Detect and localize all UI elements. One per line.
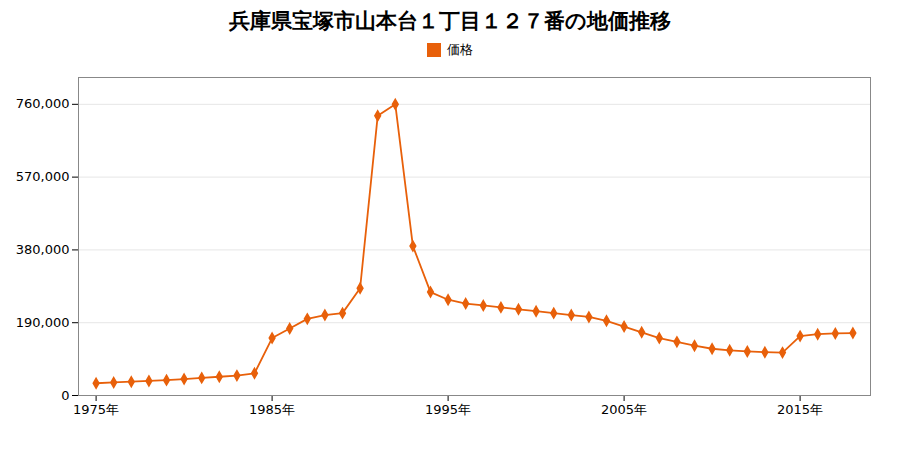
svg-text:760,000: 760,000 [16,97,70,112]
svg-text:1985年: 1985年 [249,402,295,417]
svg-text:190,000: 190,000 [16,315,70,330]
svg-text:0: 0 [61,388,69,403]
html-text:兵庫県宝塚市山本台１丁目１２７番の地価推移: 兵庫県宝塚市山本台１丁目１２７番の地価推移 [229,9,671,33]
svg-text:1995年: 1995年 [425,402,471,417]
svg-text:1975年: 1975年 [73,402,119,417]
html-text:価格: 価格 [447,42,473,58]
svg-text:380,000: 380,000 [16,242,70,257]
svg-text:2015年: 2015年 [777,402,823,417]
svg-text:570,000: 570,000 [16,170,70,185]
svg-text:2005年: 2005年 [601,402,647,417]
